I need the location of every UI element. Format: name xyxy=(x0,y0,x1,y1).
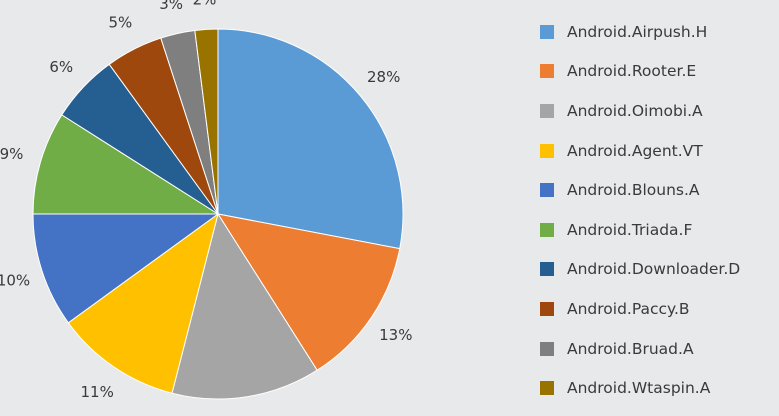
pie-slice-1 xyxy=(216,213,401,371)
legend-label-4: Android.Blouns.A xyxy=(567,181,700,200)
legend-label-3: Android.Agent.VT xyxy=(567,141,703,160)
legend-swatch-6 xyxy=(540,262,554,277)
pie-slice-2 xyxy=(171,212,318,400)
legend-swatch-8 xyxy=(540,341,554,356)
chart-legend: Android.Airpush.H Android.Rooter.E Android… xyxy=(540,12,776,408)
legend-label-7: Android.Paccy.B xyxy=(567,299,690,318)
legend-item-7: Android.Paccy.B xyxy=(540,289,776,329)
legend-item-8: Android.Bruad.A xyxy=(540,329,776,369)
legend-label-9: Android.Wtaspin.A xyxy=(567,379,711,398)
legend-item-9: Android.Wtaspin.A xyxy=(540,368,776,408)
legend-swatch-4 xyxy=(540,183,554,198)
pie-data-label-5: 9% xyxy=(0,145,23,163)
pie-data-label-8: 3% xyxy=(159,0,183,13)
legend-swatch-3 xyxy=(540,143,554,158)
legend-swatch-5 xyxy=(540,222,554,237)
pie-data-label-7: 5% xyxy=(109,13,133,31)
pie-data-label-0: 28% xyxy=(367,68,400,86)
pie-slice-5 xyxy=(32,114,220,215)
pie-data-label-4: 10% xyxy=(0,271,30,289)
legend-label-2: Android.Oimobi.A xyxy=(567,101,703,120)
legend-label-8: Android.Bruad.A xyxy=(567,339,694,358)
legend-swatch-2 xyxy=(540,103,554,118)
legend-item-1: Android.Rooter.E xyxy=(540,52,776,92)
pie-data-label-6: 6% xyxy=(49,58,73,76)
legend-swatch-9 xyxy=(540,381,554,396)
pie-data-label-3: 11% xyxy=(81,383,114,401)
pie-slice-0 xyxy=(217,28,404,250)
pie-data-labels: 28%13%13%11%10%9%6%5%3%2% xyxy=(0,0,412,401)
pie-slice-9 xyxy=(194,28,219,215)
legend-item-2: Android.Oimobi.A xyxy=(540,91,776,131)
pie-data-label-9: 2% xyxy=(193,0,217,8)
legend-label-0: Android.Airpush.H xyxy=(567,22,708,41)
legend-item-6: Android.Downloader.D xyxy=(540,250,776,290)
pie-slices xyxy=(32,28,404,400)
legend-label-6: Android.Downloader.D xyxy=(567,260,741,279)
legend-swatch-1 xyxy=(540,64,554,79)
legend-item-5: Android.Triada.F xyxy=(540,210,776,250)
legend-item-3: Android.Agent.VT xyxy=(540,131,776,171)
legend-label-5: Android.Triada.F xyxy=(567,220,693,239)
legend-label-1: Android.Rooter.E xyxy=(567,62,697,81)
pie-slice-3 xyxy=(67,212,219,394)
legend-swatch-0 xyxy=(540,24,554,39)
legend-item-0: Android.Airpush.H xyxy=(540,12,776,52)
pie-slice-4 xyxy=(32,213,220,324)
legend-item-4: Android.Blouns.A xyxy=(540,170,776,210)
pie-chart: 28%13%13%11%10%9%6%5%3%2% xyxy=(0,0,412,401)
pie-data-label-1: 13% xyxy=(379,326,412,344)
legend-swatch-7 xyxy=(540,301,554,316)
